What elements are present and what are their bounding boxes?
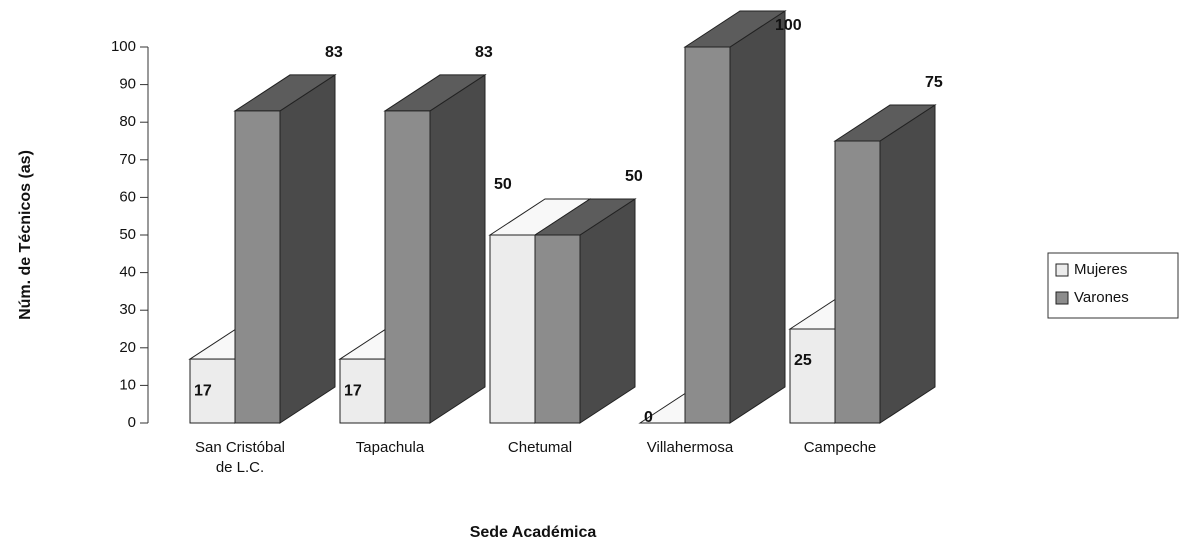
value-label: 75	[925, 74, 943, 91]
y-tick-label: 30	[119, 301, 136, 318]
bar	[383, 73, 487, 424]
y-tick-label: 70	[119, 151, 136, 168]
bar	[533, 198, 637, 424]
y-tick-label: 10	[119, 376, 136, 393]
value-label: 0	[644, 409, 653, 426]
legend	[1047, 252, 1179, 319]
bar-front	[684, 46, 731, 424]
x-tick-label: Campeche	[803, 439, 877, 456]
y-tick-label: 50	[119, 226, 136, 243]
x-tick-label: San Cristóbal de L.C.	[194, 439, 286, 476]
bar-front	[339, 358, 386, 424]
bar-side	[429, 73, 486, 424]
y-tick-label: 20	[119, 339, 136, 356]
bar-front	[189, 358, 236, 424]
legend-swatch	[1055, 291, 1069, 305]
x-axis-title: Sede Académica	[470, 524, 597, 541]
legend-label: Mujeres	[1074, 261, 1127, 278]
value-label: 83	[475, 44, 493, 61]
bar-front	[489, 234, 536, 424]
y-tick-label: 40	[119, 264, 136, 281]
bar-front	[234, 110, 281, 424]
bar-side	[279, 73, 336, 424]
y-tick-label: 100	[111, 38, 136, 55]
bar	[683, 10, 787, 424]
value-label: 17	[344, 382, 362, 399]
legend-swatch	[1055, 263, 1069, 277]
value-label: 100	[775, 17, 802, 34]
legend-label: Varones	[1074, 289, 1129, 306]
y-tick-label: 80	[119, 113, 136, 130]
x-tick-label: Tapachula	[355, 439, 425, 456]
bar-front	[384, 110, 431, 424]
value-label: 83	[325, 44, 343, 61]
bar-front	[534, 234, 581, 424]
y-tick-label: 0	[128, 414, 136, 431]
value-label: 50	[625, 168, 643, 185]
bar	[233, 73, 337, 424]
bar-side	[879, 104, 936, 424]
bar-front	[834, 140, 881, 424]
y-tick-label: 90	[119, 76, 136, 93]
x-tick-label: Villahermosa	[646, 439, 734, 456]
bar	[833, 104, 937, 424]
bar-front	[789, 328, 836, 424]
value-label: 50	[494, 176, 512, 193]
value-label: 25	[794, 352, 812, 369]
y-tick-label: 60	[119, 188, 136, 205]
y-axis-title: Núm. de Técnicos (as)	[17, 150, 34, 320]
value-label: 17	[194, 382, 212, 399]
bar-side	[579, 198, 636, 424]
bar-side	[729, 10, 786, 424]
x-tick-label: Chetumal	[507, 439, 573, 456]
